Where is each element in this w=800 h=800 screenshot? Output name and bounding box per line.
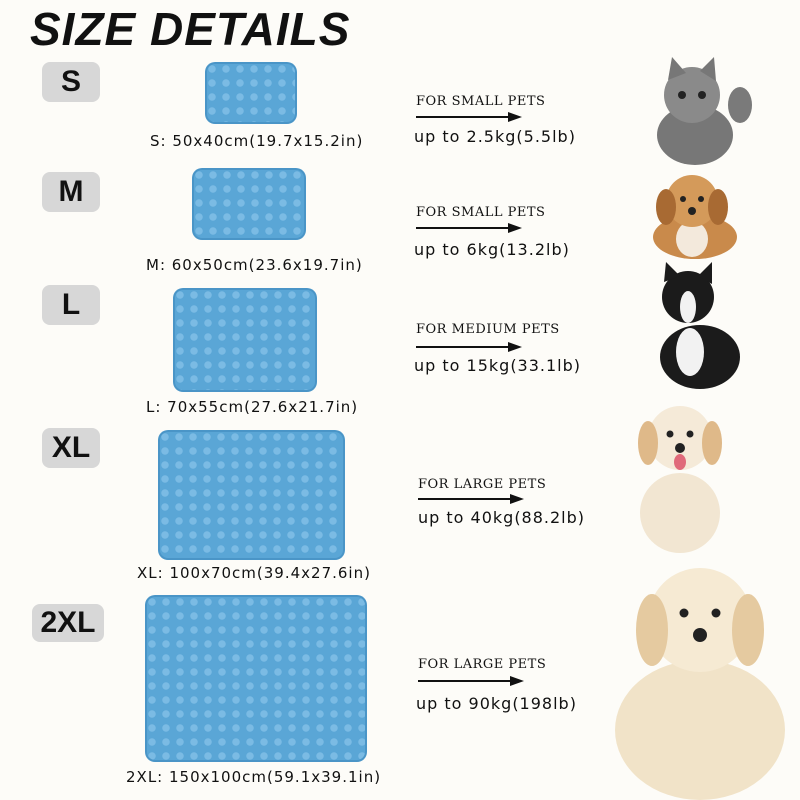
gray-kitten-image bbox=[657, 57, 752, 165]
weight-2xl: up to 90kg(198lb) bbox=[416, 694, 577, 713]
weight-xl: up to 40kg(88.2lb) bbox=[418, 508, 586, 527]
border-collie-image bbox=[660, 262, 740, 389]
weight-m: up to 6kg(13.2lb) bbox=[414, 240, 570, 259]
pet-type-m: FOR SMALL PETS bbox=[416, 205, 546, 220]
pet-type-l: FOR MEDIUM PETS bbox=[416, 322, 560, 337]
size-label-m: M: 60x50cm(23.6x19.7in) bbox=[146, 256, 363, 274]
arrow-icon bbox=[418, 494, 524, 504]
size-badge-xl: XL bbox=[42, 428, 100, 468]
size-badge-m: M bbox=[42, 172, 100, 212]
pet-type-s: FOR SMALL PETS bbox=[416, 94, 546, 109]
title: SIZE DETAILS bbox=[30, 3, 351, 55]
mat-s bbox=[205, 62, 297, 124]
weight-l: up to 15kg(33.1lb) bbox=[414, 356, 582, 375]
golden-retriever-image bbox=[615, 568, 785, 800]
arrow-icon bbox=[416, 112, 522, 122]
size-badge-l: L bbox=[42, 285, 100, 325]
size-badge-2xl: 2XL bbox=[32, 604, 104, 642]
mat-2xl bbox=[145, 595, 367, 762]
mat-l bbox=[173, 288, 317, 392]
arrow-icon bbox=[416, 223, 522, 233]
weight-s: up to 2.5kg(5.5lb) bbox=[414, 127, 576, 146]
small-brown-puppy-image bbox=[653, 175, 737, 259]
size-label-2xl: 2XL: 150x100cm(59.1x39.1in) bbox=[126, 768, 382, 786]
size-badge-s: S bbox=[42, 62, 100, 102]
mat-xl bbox=[158, 430, 345, 560]
golden-puppy-image bbox=[638, 406, 722, 553]
size-label-s: S: 50x40cm(19.7x15.2in) bbox=[150, 132, 364, 150]
mat-m bbox=[192, 168, 306, 240]
pet-type-2xl: FOR LARGE PETS bbox=[418, 657, 547, 672]
size-label-xl: XL: 100x70cm(39.4x27.6in) bbox=[137, 564, 371, 582]
arrow-icon bbox=[416, 342, 522, 352]
pet-type-xl: FOR LARGE PETS bbox=[418, 477, 547, 492]
size-label-l: L: 70x55cm(27.6x21.7in) bbox=[146, 398, 359, 416]
arrow-icon bbox=[418, 676, 524, 686]
